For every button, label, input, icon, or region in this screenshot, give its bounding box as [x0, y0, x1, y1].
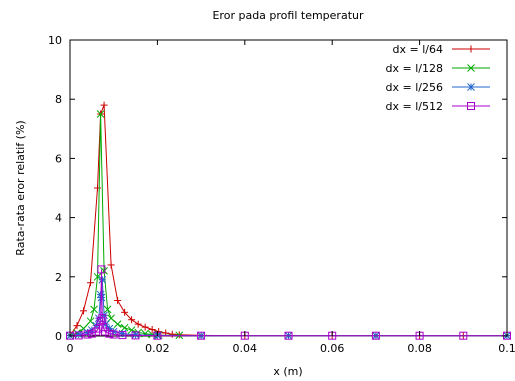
- data-point: [131, 330, 140, 339]
- data-point: [141, 323, 149, 331]
- data-point: [168, 330, 176, 338]
- data-point: [371, 331, 380, 340]
- data-point: [97, 265, 106, 274]
- data-point: [103, 305, 112, 314]
- legend-marker: [467, 64, 475, 72]
- series-line: [69, 269, 507, 337]
- data-point: [113, 320, 122, 329]
- y-tick-label: 0: [55, 330, 62, 343]
- data-point: [87, 279, 95, 287]
- data-point: [131, 331, 140, 340]
- legend-label: dx = l/512: [386, 100, 443, 113]
- data-point: [118, 331, 127, 340]
- y-tick-label: 10: [48, 34, 62, 47]
- legend-marker: [467, 102, 475, 110]
- data-point: [74, 331, 83, 340]
- chart-title: Eror pada profil temperatur: [212, 9, 363, 22]
- y-axis-label: Rata-rata eror relatif (%): [14, 120, 27, 255]
- data-point: [284, 331, 293, 340]
- x-tick-label: 0.06: [320, 342, 345, 355]
- series-3: [66, 275, 511, 340]
- x-tick-label: 0.02: [145, 342, 170, 355]
- data-point: [121, 308, 129, 316]
- data-point: [128, 316, 136, 324]
- series-4: [66, 265, 511, 340]
- data-point: [100, 327, 109, 336]
- series-1: [66, 101, 511, 340]
- data-point: [100, 101, 108, 109]
- data-point: [93, 272, 102, 281]
- data-point: [80, 307, 88, 315]
- data-point: [197, 331, 206, 340]
- data-point: [87, 329, 96, 338]
- data-point: [114, 296, 122, 304]
- series-line: [69, 113, 507, 337]
- x-tick-label: 0.1: [498, 342, 515, 355]
- legend-marker: [467, 45, 475, 53]
- data-point: [86, 317, 95, 326]
- x-tick-label: 0: [67, 342, 74, 355]
- data-point: [109, 330, 118, 339]
- legend-label: dx = l/64: [393, 43, 443, 56]
- data-point: [99, 323, 108, 332]
- x-tick-label: 0.08: [407, 342, 432, 355]
- data-point: [109, 327, 118, 336]
- legend: dx = l/64 dx = l/128 dx = l/256 dx = l/512: [386, 43, 490, 113]
- data-point: [90, 305, 98, 314]
- y-tick-label: 2: [55, 271, 62, 284]
- y-tick-label: 6: [55, 152, 62, 165]
- data-point: [73, 322, 81, 330]
- y-tick-label: 8: [55, 93, 62, 106]
- data-point: [148, 325, 156, 333]
- data-point: [96, 317, 105, 326]
- data-point: [134, 320, 142, 328]
- data-point: [98, 314, 107, 323]
- data-point: [120, 323, 129, 332]
- series-line: [69, 279, 507, 337]
- x-tick-label: 0.04: [233, 342, 258, 355]
- series-2: [66, 110, 511, 340]
- data-point: [96, 110, 105, 118]
- data-point: [127, 326, 136, 334]
- data-point: [107, 261, 115, 269]
- data-point: [459, 331, 468, 340]
- data-point: [83, 330, 92, 339]
- data-point: [92, 327, 101, 336]
- legend-label: dx = l/256: [386, 81, 443, 94]
- data-point: [105, 329, 114, 338]
- x-axis-label: x (m): [273, 365, 302, 378]
- y-tick-label: 4: [55, 212, 62, 225]
- data-point: [98, 275, 107, 284]
- legend-label: dx = l/128: [386, 62, 443, 75]
- data-point: [94, 184, 102, 192]
- legend-marker: [467, 83, 475, 91]
- series-line: [69, 104, 507, 337]
